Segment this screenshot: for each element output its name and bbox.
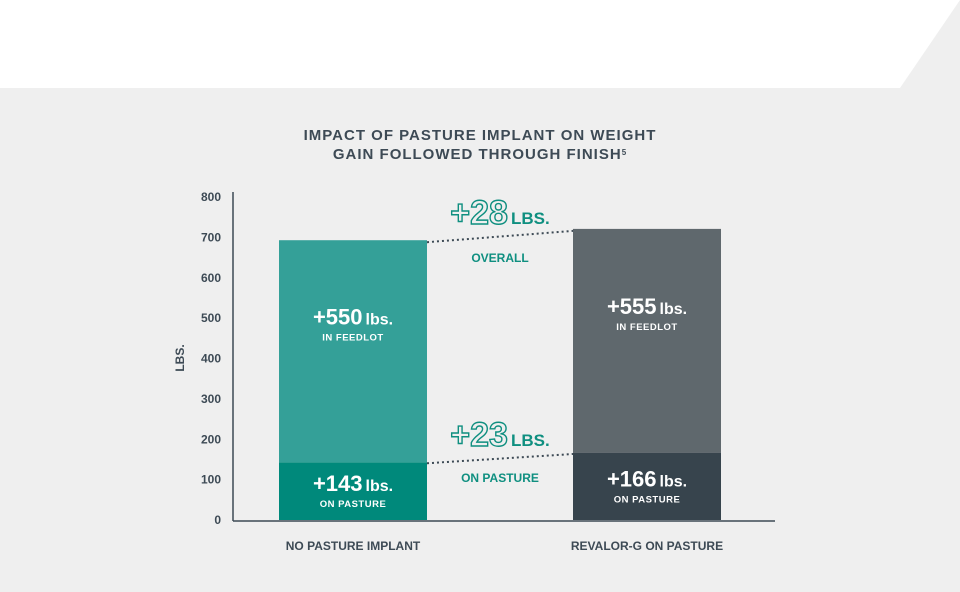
- difference-unit: LBS.: [511, 209, 550, 228]
- data-label-value: +143: [313, 471, 363, 496]
- overall-connector: [426, 229, 574, 244]
- bar-feedlot-1: [279, 240, 427, 463]
- data-sublabel: IN FEEDLOT: [616, 322, 677, 333]
- chart-title-line2: GAIN FOLLOWED THROUGH FINISH5: [0, 145, 960, 164]
- y-tick-label: 100: [201, 473, 221, 487]
- difference-caption: ON PASTURE: [461, 471, 539, 485]
- data-label-unit: lbs.: [660, 473, 688, 490]
- difference-unit: LBS.: [511, 431, 550, 450]
- y-axis-label: LBS.: [173, 344, 187, 371]
- bar-feedlot-2: [573, 228, 721, 453]
- difference-annotation: +23 LBS.: [450, 416, 549, 454]
- difference-annotation: +28 LBS.: [450, 194, 549, 232]
- data-label: +555 lbs.: [607, 294, 687, 319]
- chart-title-line1: IMPACT OF PASTURE IMPLANT ON WEIGHT: [303, 127, 657, 144]
- corner-decoration: [900, 0, 960, 88]
- data-sublabel: ON PASTURE: [320, 499, 387, 510]
- data-label-unit: lbs.: [660, 301, 688, 318]
- y-tick-label: 300: [201, 392, 221, 406]
- x-category-label: REVALOR-G ON PASTURE: [571, 539, 723, 553]
- y-tick-label: 800: [201, 190, 221, 204]
- difference-caption: OVERALL: [471, 251, 528, 265]
- data-label-value: +166: [607, 466, 657, 491]
- chart-title-line2-text: GAIN FOLLOWED THROUGH FINISH: [332, 146, 622, 163]
- data-label: +166 lbs.: [607, 466, 687, 491]
- top-band: [0, 0, 960, 88]
- y-tick-label: 400: [201, 352, 221, 366]
- difference-value: +23: [450, 416, 508, 454]
- y-tick-label: 0: [214, 513, 221, 527]
- chart-panel: [0, 88, 960, 592]
- bar-pasture-2: [573, 452, 721, 520]
- data-sublabel: ON PASTURE: [614, 494, 681, 505]
- y-tick-label: 600: [201, 271, 221, 285]
- chart-title-footnote: 5: [621, 148, 628, 157]
- data-label-value: +555: [607, 294, 657, 319]
- data-label-value: +550: [313, 305, 363, 330]
- pasture-connector: [426, 452, 574, 465]
- data-label: +550 lbs.: [313, 305, 393, 330]
- data-label: +143 lbs.: [313, 471, 393, 496]
- bar-pasture-1: [279, 462, 427, 520]
- x-category-label: NO PASTURE IMPLANT: [286, 539, 421, 553]
- data-label-unit: lbs.: [366, 312, 394, 329]
- y-tick-label: 200: [201, 432, 221, 446]
- y-tick-label: 500: [201, 311, 221, 325]
- data-label-unit: lbs.: [366, 478, 394, 495]
- difference-value: +28: [450, 194, 508, 232]
- y-tick-label: 700: [201, 230, 221, 244]
- data-sublabel: IN FEEDLOT: [322, 333, 383, 344]
